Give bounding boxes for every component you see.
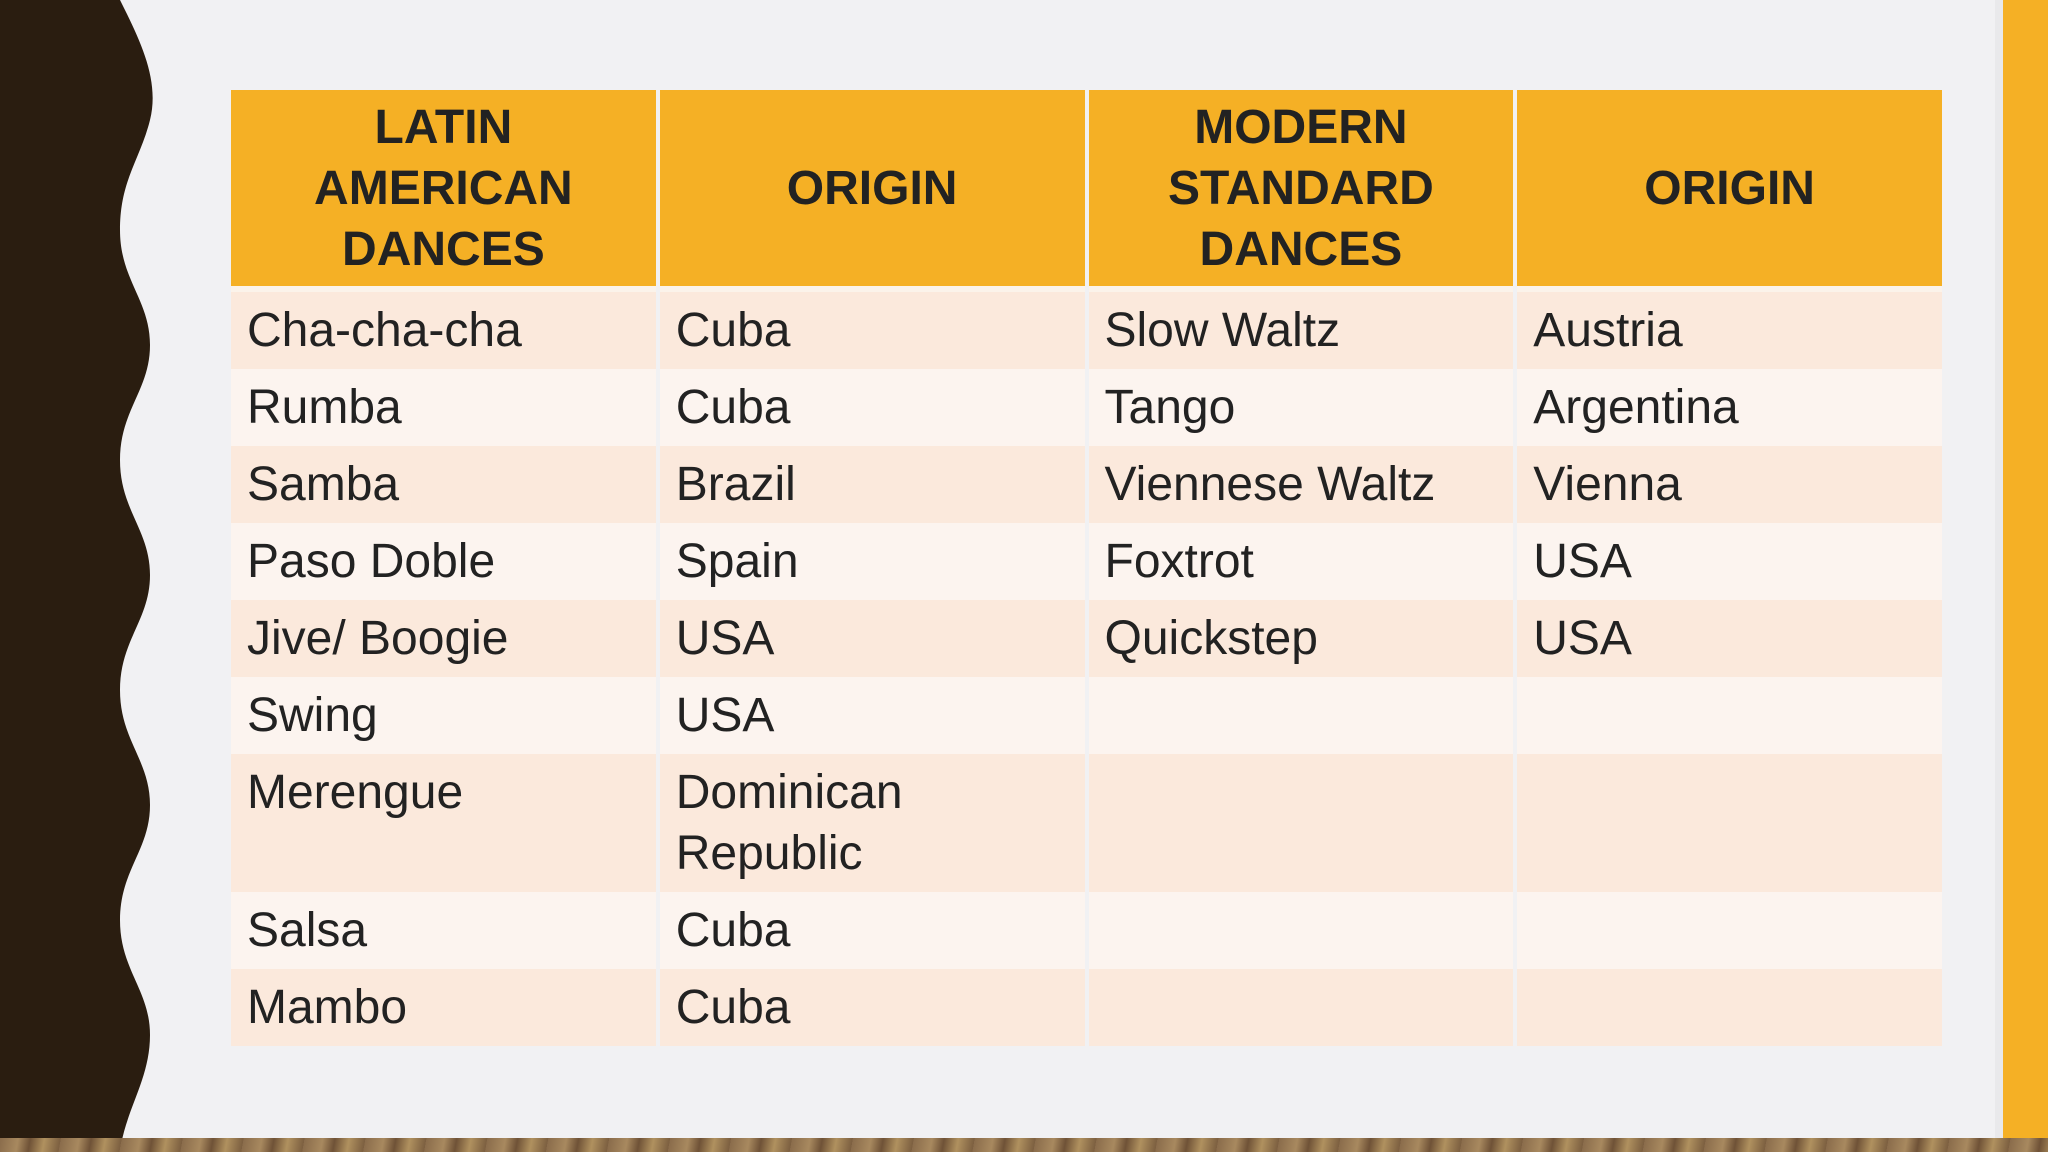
latin-dance-cell: Paso Doble	[231, 523, 656, 600]
modern-origin-cell: USA	[1517, 600, 1942, 677]
modern-dance-cell	[1088, 677, 1514, 754]
latin-origin-cell: Cuba	[659, 892, 1085, 969]
latin-origin-cell: USA	[659, 677, 1085, 754]
wood-floor-strip	[0, 1138, 2048, 1152]
latin-dance-cell: Samba	[231, 446, 656, 523]
table-row: Samba Brazil Viennese Waltz Vienna	[231, 446, 1942, 523]
latin-dance-cell: Mambo	[231, 969, 656, 1046]
modern-dance-cell: Viennese Waltz	[1088, 446, 1514, 523]
latin-dance-cell: Merengue	[231, 754, 656, 892]
table-row: Rumba Cuba Tango Argentina	[231, 369, 1942, 446]
modern-dance-cell: Tango	[1088, 369, 1514, 446]
latin-origin-cell: Brazil	[659, 446, 1085, 523]
modern-dance-cell: Quickstep	[1088, 600, 1514, 677]
table-row: Cha-cha-cha Cuba Slow Waltz Austria	[231, 292, 1942, 369]
dance-origin-table: LATIN AMERICAN DANCES ORIGIN MODERN STAN…	[227, 90, 1946, 1046]
header-origin-modern: ORIGIN	[1517, 90, 1942, 292]
latin-origin-cell: Cuba	[659, 369, 1085, 446]
table-row: Jive/ Boogie USA Quickstep USA	[231, 600, 1942, 677]
latin-origin-cell: USA	[659, 600, 1085, 677]
latin-origin-cell: Cuba	[659, 969, 1085, 1046]
latin-dance-cell: Swing	[231, 677, 656, 754]
modern-origin-cell: USA	[1517, 523, 1942, 600]
latin-dance-cell: Salsa	[231, 892, 656, 969]
modern-origin-cell	[1517, 892, 1942, 969]
accent-band-edge	[1995, 0, 2003, 1140]
table-row: Mambo Cuba	[231, 969, 1942, 1046]
modern-dance-cell: Foxtrot	[1088, 523, 1514, 600]
modern-dance-cell: Slow Waltz	[1088, 292, 1514, 369]
latin-dance-cell: Cha-cha-cha	[231, 292, 656, 369]
modern-origin-cell	[1517, 754, 1942, 892]
modern-dance-cell	[1088, 754, 1514, 892]
accent-band	[2003, 0, 2048, 1140]
header-modern-standard-dances: MODERN STANDARD DANCES	[1088, 90, 1514, 292]
modern-dance-cell	[1088, 969, 1514, 1046]
table-row: Paso Doble Spain Foxtrot USA	[231, 523, 1942, 600]
modern-origin-cell: Vienna	[1517, 446, 1942, 523]
modern-dance-cell	[1088, 892, 1514, 969]
modern-origin-cell: Argentina	[1517, 369, 1942, 446]
header-latin-american-dances: LATIN AMERICAN DANCES	[231, 90, 656, 292]
table-row: Salsa Cuba	[231, 892, 1942, 969]
wavy-left-border	[0, 0, 153, 1152]
table-row: Swing USA	[231, 677, 1942, 754]
dance-table-container: LATIN AMERICAN DANCES ORIGIN MODERN STAN…	[231, 90, 1942, 1046]
latin-dance-cell: Rumba	[231, 369, 656, 446]
latin-origin-cell: Dominican Republic	[659, 754, 1085, 892]
modern-origin-cell: Austria	[1517, 292, 1942, 369]
table-row: Merengue Dominican Republic	[231, 754, 1942, 892]
latin-origin-cell: Spain	[659, 523, 1085, 600]
latin-dance-cell: Jive/ Boogie	[231, 600, 656, 677]
table-header-row: LATIN AMERICAN DANCES ORIGIN MODERN STAN…	[231, 90, 1942, 292]
header-origin-latin: ORIGIN	[659, 90, 1085, 292]
modern-origin-cell	[1517, 677, 1942, 754]
modern-origin-cell	[1517, 969, 1942, 1046]
latin-origin-cell: Cuba	[659, 292, 1085, 369]
